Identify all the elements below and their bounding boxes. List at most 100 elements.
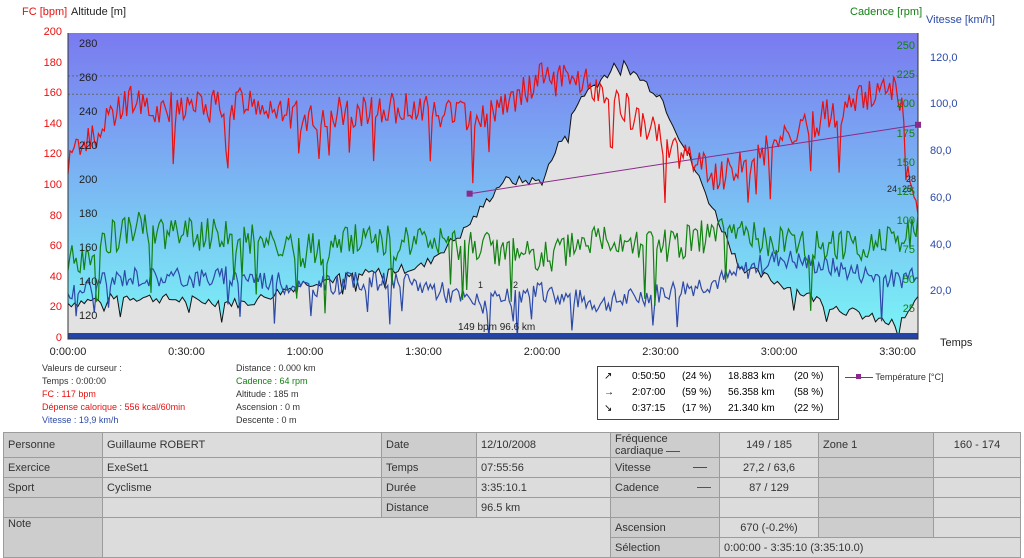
temp-label-25: 25 xyxy=(902,184,912,194)
vitesse-value: 27,2 / 63,6 xyxy=(719,457,819,478)
speed-axis-title: Vitesse [km/h] xyxy=(926,14,995,26)
cadence-label: Cadence xyxy=(610,477,720,498)
speed-line xyxy=(67,249,919,340)
cad-tick-50: 50 xyxy=(902,273,915,286)
cursor-values-2: Distance : 0.000 km Cadence : 64 rpm Alt… xyxy=(236,362,316,427)
time-tick-1: 0:30:00 xyxy=(168,346,205,358)
speed-tick-120: 120,0 xyxy=(930,51,958,64)
cursor-calories: Dépense calorique : 556 kcal/60min xyxy=(42,402,186,412)
altitude-axis-title: Altitude [m] xyxy=(71,6,127,18)
fc-tick-40: 40 xyxy=(49,270,62,283)
personne-value: Guillaume ROBERT xyxy=(102,432,382,458)
duree-label: Durée xyxy=(381,477,477,498)
cursor-ascension: Ascension : 0 m xyxy=(236,402,301,412)
speed-tick-80: 80,0 xyxy=(930,145,952,158)
cad-tick-250: 250 xyxy=(896,40,915,52)
altitude-area xyxy=(67,59,919,340)
cadence-line xyxy=(67,211,919,314)
time-tick-6: 3:00:00 xyxy=(760,346,798,358)
cursor-distance: Distance : 0.000 km xyxy=(236,363,316,373)
cadence-axis-title: Cadence [rpm] xyxy=(850,6,923,18)
duree-value: 3:35:10.1 xyxy=(476,477,611,498)
vitesse-label: Vitesse xyxy=(610,457,720,478)
cad-tick-225: 225 xyxy=(896,69,915,82)
fc-tick-140: 140 xyxy=(43,117,62,130)
selection-value: 0:00:00 - 3:35:10 (3:35:10.0) xyxy=(719,537,1021,558)
timeline-bar[interactable] xyxy=(68,333,918,339)
alt-tick-280: 280 xyxy=(79,37,98,50)
cad-tick-150: 150 xyxy=(896,156,915,169)
zone-label: Zone 1 xyxy=(818,432,934,458)
alt-tick-180: 180 xyxy=(79,207,98,220)
cad-tick-75: 75 xyxy=(902,244,915,257)
marker-2: 2 xyxy=(513,280,518,290)
cad-tick-100: 100 xyxy=(896,215,915,228)
temperature-legend: Température [°C] xyxy=(845,372,943,382)
alt-tick-160: 160 xyxy=(79,241,98,254)
alt-tick-120: 120 xyxy=(79,309,98,322)
time-tick-2: 1:00:00 xyxy=(286,346,324,358)
cursor-altitude: Altitude : 185 m xyxy=(236,389,299,399)
speed-tick-20: 20,0 xyxy=(930,285,952,298)
date-label: Date xyxy=(381,432,477,458)
fc-tick-60: 60 xyxy=(49,240,62,253)
fc-value: 149 / 185 xyxy=(719,432,819,458)
activity-chart[interactable]: 1 2 149 bpm 96.6 km 24 25 28 xyxy=(0,0,1024,366)
fc-tick-100: 100 xyxy=(43,179,62,191)
alt-tick-220: 220 xyxy=(79,139,98,152)
time-tick-7: 3:30:00 xyxy=(879,346,916,358)
fc-tick-180: 180 xyxy=(43,56,62,69)
ascension-label: Ascension xyxy=(610,517,720,538)
cad-tick-25: 25 xyxy=(902,302,915,315)
personne-label: Personne xyxy=(3,432,103,458)
summary-row-down: ↘ 0:37:15 (17 %) 21.340 km (22 %) xyxy=(604,403,824,414)
temperature-swatch-icon xyxy=(845,374,873,380)
cursor-fc: FC : 117 bpm xyxy=(42,389,96,399)
temp-label-28: 28 xyxy=(906,174,916,184)
selection-label: Sélection xyxy=(610,537,720,558)
cursor-descente: Descente : 0 m xyxy=(236,415,297,425)
cad-tick-200: 200 xyxy=(896,98,915,111)
cursor-readout: 149 bpm 96.6 km xyxy=(458,322,535,333)
fc-tick-0: 0 xyxy=(55,332,62,344)
alt-tick-140: 140 xyxy=(79,275,98,288)
temp-label-24: 24 xyxy=(887,184,897,194)
exercise-info-table: Personne Guillaume ROBERT Date 12/10/200… xyxy=(3,432,1021,558)
sport-value: Cyclisme xyxy=(102,477,382,498)
summary-row-flat: → 2:07:00 (59 %) 56.358 km (58 %) xyxy=(604,387,824,398)
cursor-cadence: Cadence : 64 rpm xyxy=(236,376,308,386)
note-value[interactable] xyxy=(102,517,611,558)
fc-axis-title: FC [bpm] xyxy=(22,6,68,18)
fc-tick-80: 80 xyxy=(49,209,62,222)
cursor-values: Valeurs de curseur : Temps : 0:00:00 FC … xyxy=(42,362,185,427)
summary-row-up: ↗ 0:50:50 (24 %) 18.883 km (20 %) xyxy=(604,371,824,382)
cad-tick-175: 175 xyxy=(896,127,915,140)
alt-tick-240: 240 xyxy=(79,105,98,118)
speed-tick-100: 100,0 xyxy=(930,98,958,111)
temperature-point-0 xyxy=(466,190,473,197)
temps-value: 07:55:56 xyxy=(476,457,611,478)
time-tick-4: 2:00:00 xyxy=(523,346,561,358)
temps-label: Temps xyxy=(381,457,477,478)
fc-tick-200: 200 xyxy=(43,26,62,38)
fc-tick-120: 120 xyxy=(43,148,62,161)
note-label: Note xyxy=(3,517,103,558)
time-axis-title: Temps xyxy=(940,337,973,349)
time-tick-3: 1:30:00 xyxy=(405,346,442,358)
ascension-value: 670 (-0.2%) xyxy=(719,517,819,538)
speed-tick-40: 40,0 xyxy=(930,238,952,251)
exercice-label: Exercice xyxy=(3,457,103,478)
time-tick-5: 2:30:00 xyxy=(642,346,679,358)
sport-label: Sport xyxy=(3,477,103,498)
speed-tick-60: 60,0 xyxy=(930,191,952,204)
temperature-point-1 xyxy=(915,121,921,128)
slope-summary: ↗ 0:50:50 (24 %) 18.883 km (20 %) → 2:07:00… xyxy=(597,366,839,420)
cursor-speed: Vitesse : 19,9 km/h xyxy=(42,415,119,425)
grid-lines xyxy=(68,75,918,95)
distance-value: 96.5 km xyxy=(476,497,611,518)
cadence-value: 87 / 129 xyxy=(719,477,819,498)
fc-tick-20: 20 xyxy=(49,301,62,314)
date-value: 12/10/2008 xyxy=(476,432,611,458)
distance-label: Distance xyxy=(381,497,477,518)
alt-tick-200: 200 xyxy=(79,173,98,186)
